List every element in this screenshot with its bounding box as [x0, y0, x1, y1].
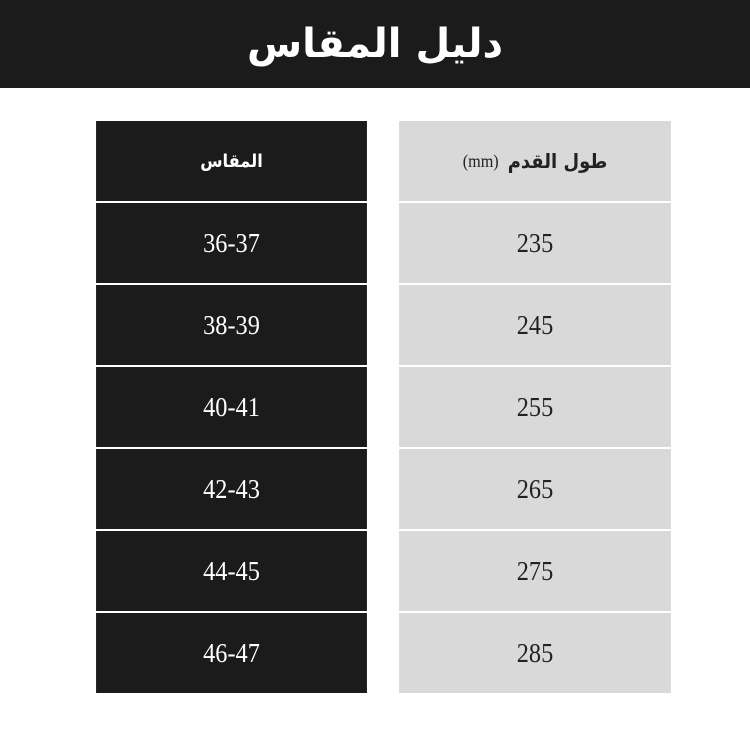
size-cell: 36-37	[96, 203, 367, 283]
table-row: 46-47 285	[81, 613, 686, 693]
size-cell: 40-41	[96, 367, 367, 447]
length-cell: 275	[399, 531, 671, 611]
size-cell: 44-45	[96, 531, 367, 611]
length-cell: 285	[399, 613, 671, 693]
table-row: 38-39 245	[81, 285, 686, 365]
header-size: المقاس	[96, 121, 367, 201]
table-row: 36-37 235	[81, 203, 686, 283]
page-title: دليل المقاس	[246, 21, 504, 67]
length-cell: 245	[399, 285, 671, 365]
header-size-label: المقاس	[200, 150, 263, 172]
size-cell: 46-47	[96, 613, 367, 693]
header-length: طول القدم (mm)	[399, 121, 671, 201]
header-row: المقاس طول القدم (mm)	[81, 121, 686, 201]
size-chart-table: المقاس طول القدم (mm) 36-37 235 38-39 245 …	[81, 121, 686, 695]
table-row: 40-41 255	[81, 367, 686, 447]
size-cell: 42-43	[96, 449, 367, 529]
length-cell: 265	[399, 449, 671, 529]
title-banner: دليل المقاس	[0, 0, 750, 88]
length-cell: 255	[399, 367, 671, 447]
table-row: 42-43 265	[81, 449, 686, 529]
length-cell: 235	[399, 203, 671, 283]
size-cell: 38-39	[96, 285, 367, 365]
header-unit-label: (mm)	[462, 150, 499, 171]
table-row: 44-45 275	[81, 531, 686, 611]
header-length-label: طول القدم	[507, 149, 608, 173]
